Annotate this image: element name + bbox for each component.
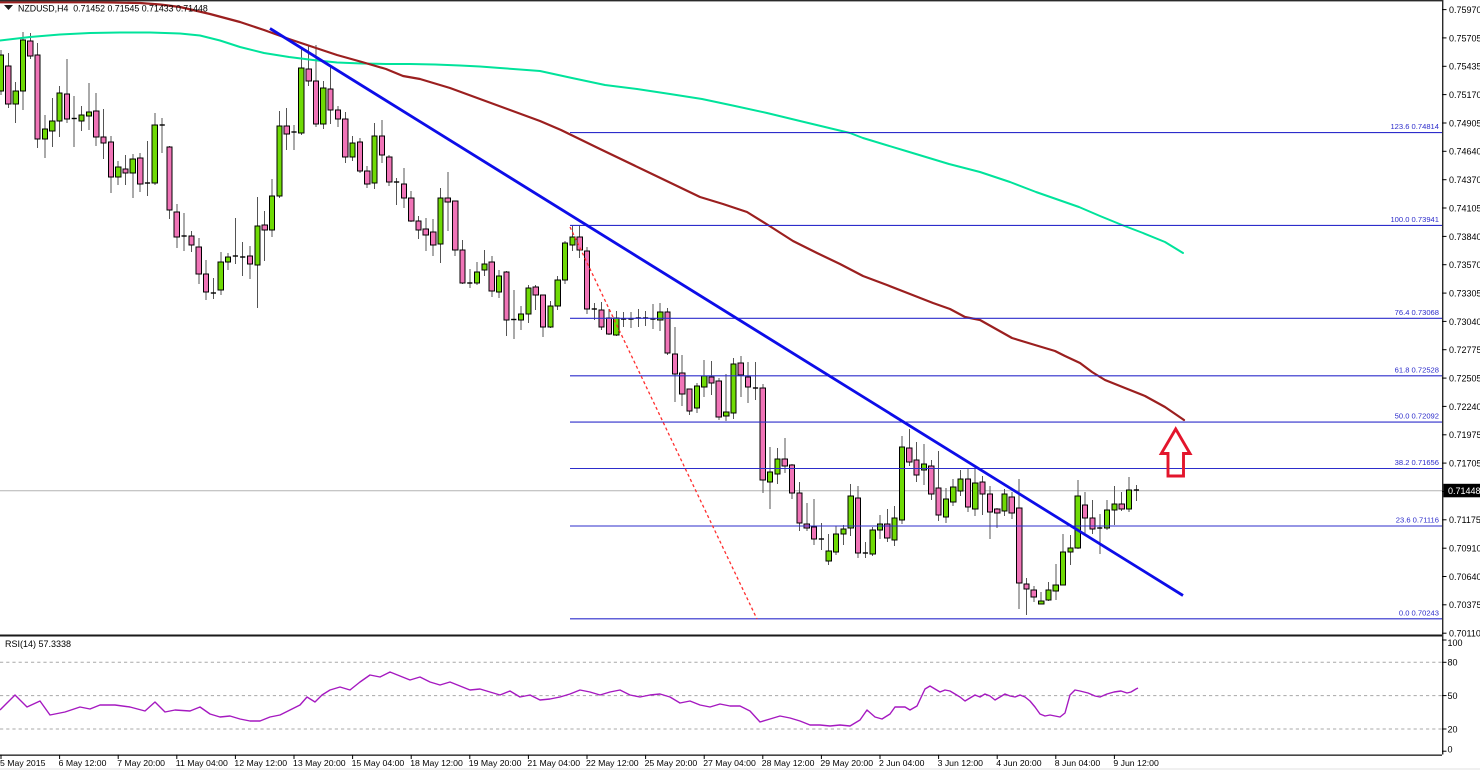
svg-text:27 May 04:00: 27 May 04:00 [703,758,756,768]
svg-text:6 May 12:00: 6 May 12:00 [59,758,107,768]
svg-text:0.0 0.70243: 0.0 0.70243 [1399,608,1439,617]
svg-text:0.71175: 0.71175 [1449,515,1480,525]
svg-text:25 May 20:00: 25 May 20:00 [645,758,698,768]
svg-text:22 May 12:00: 22 May 12:00 [586,758,639,768]
svg-text:0.72505: 0.72505 [1449,374,1480,384]
svg-text:18 May 12:00: 18 May 12:00 [410,758,463,768]
svg-text:0.73305: 0.73305 [1449,288,1480,298]
svg-text:0.70375: 0.70375 [1449,600,1480,610]
svg-text:50.0 0.72092: 50.0 0.72092 [1395,412,1439,421]
svg-text:11 May 04:00: 11 May 04:00 [176,758,228,768]
svg-text:12 May 12:00: 12 May 12:00 [234,758,287,768]
svg-text:20: 20 [1448,724,1458,734]
svg-text:0.74640: 0.74640 [1449,147,1480,157]
svg-text:0.75705: 0.75705 [1449,33,1480,43]
svg-text:80: 80 [1448,658,1458,668]
svg-text:61.8 0.72528: 61.8 0.72528 [1395,365,1439,374]
svg-text:8 Jun 04:00: 8 Jun 04:00 [1055,758,1101,768]
svg-text:4 Jun 20:00: 4 Jun 20:00 [996,758,1042,768]
svg-text:0.73570: 0.73570 [1449,260,1480,270]
svg-text:3 Jun 12:00: 3 Jun 12:00 [938,758,984,768]
svg-text:13 May 20:00: 13 May 20:00 [293,758,346,768]
svg-text:15 May 04:00: 15 May 04:00 [352,758,405,768]
svg-text:123.6 0.74814: 123.6 0.74814 [1390,122,1439,131]
svg-text:NZDUSD,H4 0.71452 0.71545 0.7: NZDUSD,H4 0.71452 0.71545 0.71433 0.7144… [18,4,208,14]
svg-text:23.6 0.71116: 23.6 0.71116 [1396,516,1439,525]
svg-text:38.2 0.71656: 38.2 0.71656 [1395,458,1439,467]
svg-text:50: 50 [1448,691,1458,701]
svg-text:0.70640: 0.70640 [1449,572,1480,582]
svg-text:0.75170: 0.75170 [1449,90,1480,100]
svg-text:0.75435: 0.75435 [1449,62,1480,72]
svg-text:0.70910: 0.70910 [1449,544,1480,554]
svg-text:21 May 04:00: 21 May 04:00 [527,758,580,768]
svg-text:0.74905: 0.74905 [1449,118,1480,128]
svg-text:0.74105: 0.74105 [1449,203,1480,213]
svg-text:100: 100 [1448,638,1463,648]
svg-text:5 May 2015: 5 May 2015 [0,758,46,768]
svg-text:0.71448: 0.71448 [1448,486,1480,496]
svg-text:28 May 12:00: 28 May 12:00 [762,758,815,768]
svg-text:0.72240: 0.72240 [1449,402,1480,412]
svg-text:19 May 20:00: 19 May 20:00 [469,758,522,768]
svg-text:2 Jun 04:00: 2 Jun 04:00 [879,758,925,768]
svg-text:0.72775: 0.72775 [1449,345,1480,355]
svg-text:0: 0 [1448,745,1453,755]
svg-text:100.0 0.73941: 100.0 0.73941 [1390,215,1439,224]
svg-text:0.71975: 0.71975 [1449,430,1480,440]
svg-text:0.73840: 0.73840 [1449,232,1480,242]
svg-text:RSI(14) 57.3338: RSI(14) 57.3338 [5,639,71,649]
svg-text:0.71705: 0.71705 [1449,459,1480,469]
svg-text:0.75970: 0.75970 [1449,5,1480,15]
svg-text:29 May 20:00: 29 May 20:00 [820,758,873,768]
svg-text:0.70110: 0.70110 [1449,629,1480,639]
svg-text:76.4 0.73068: 76.4 0.73068 [1395,308,1439,317]
svg-text:9 Jun 12:00: 9 Jun 12:00 [1113,758,1159,768]
svg-text:0.74370: 0.74370 [1449,175,1480,185]
svg-text:7 May 20:00: 7 May 20:00 [117,758,165,768]
svg-text:0.73040: 0.73040 [1449,317,1480,327]
